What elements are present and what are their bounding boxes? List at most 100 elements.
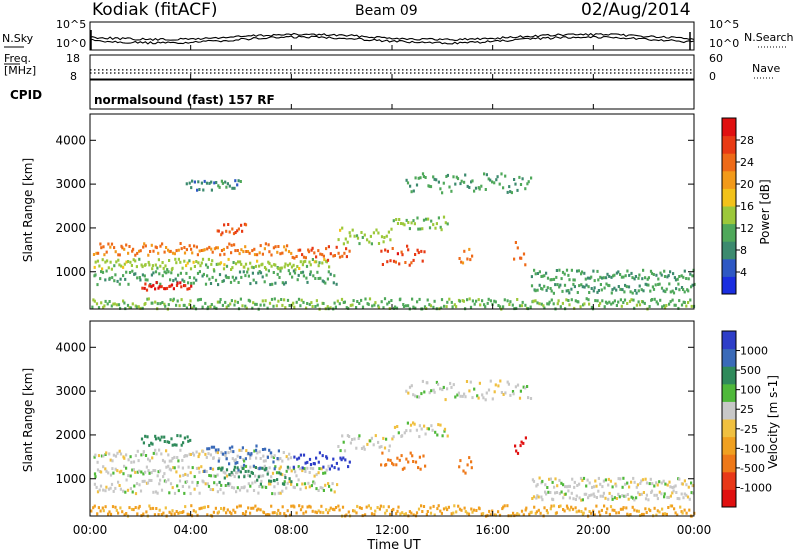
- velocity-heatmap-cell: [213, 481, 216, 485]
- power-heatmap-cell: [663, 304, 666, 308]
- power-heatmap-cell: [183, 246, 186, 249]
- velocity-heatmap-cell: [653, 484, 656, 488]
- power-ylabel: Slant Range [km]: [21, 157, 35, 263]
- velocity-heatmap-cell: [96, 460, 99, 464]
- power-heatmap-cell: [414, 176, 417, 180]
- velocity-heatmap-cell: [367, 504, 370, 508]
- power-heatmap-cell: [287, 250, 291, 254]
- velocity-heatmap-cell: [571, 507, 575, 511]
- power-heatmap-cell: [234, 249, 237, 253]
- power-heatmap-cell: [642, 268, 645, 272]
- velocity-heatmap-cell: [220, 468, 223, 472]
- velocity-heatmap-cell: [555, 491, 559, 494]
- power-heatmap-cell: [242, 250, 245, 254]
- velocity-heatmap-cell: [214, 448, 217, 452]
- power-heatmap-cell: [225, 229, 228, 233]
- velocity-heatmap-cell: [306, 460, 309, 464]
- power-heatmap-cell: [305, 264, 309, 268]
- velocity-heatmap-cell: [619, 477, 622, 481]
- freq-tick-bottom: 8: [70, 70, 77, 83]
- power-heatmap-cell: [435, 178, 438, 182]
- power-heatmap-cell: [495, 178, 498, 182]
- velocity-heatmap-cell: [240, 465, 243, 469]
- power-heatmap-cell: [329, 272, 332, 276]
- velocity-heatmap-cell: [172, 466, 175, 470]
- power-heatmap-cell: [290, 303, 294, 307]
- velocity-heatmap-cell: [666, 495, 669, 499]
- velocity-heatmap-cell: [318, 467, 321, 471]
- velocity-heatmap-cell: [470, 460, 473, 464]
- power-heatmap-cell: [175, 249, 178, 253]
- velocity-heatmap-cell: [187, 465, 190, 469]
- power-heatmap-cell: [192, 281, 195, 285]
- power-heatmap-cell: [263, 266, 267, 269]
- power-heatmap-cell: [105, 269, 108, 273]
- velocity-heatmap-cell: [649, 509, 652, 513]
- velocity-heatmap-cell: [647, 507, 651, 511]
- power-heatmap-cell: [668, 302, 671, 306]
- velocity-heatmap-cell: [102, 488, 105, 492]
- power-heatmap-cell: [604, 300, 608, 304]
- power-heatmap-cell: [225, 185, 228, 189]
- velocity-heatmap-cell: [125, 453, 128, 457]
- velocity-heatmap-cell: [333, 466, 336, 470]
- velocity-heatmap-cell: [152, 490, 155, 494]
- power-heatmap-cell: [460, 260, 463, 264]
- power-heatmap-cell: [444, 221, 447, 225]
- power-heatmap-cell: [445, 305, 448, 309]
- velocity-heatmap-cell: [422, 505, 426, 508]
- velocity-heatmap-cell: [261, 466, 264, 470]
- power-heatmap-cell: [586, 276, 590, 280]
- power-heatmap-cell: [646, 283, 649, 287]
- velocity-heatmap-cell: [126, 488, 130, 492]
- velocity-heatmap-cell: [599, 513, 602, 517]
- velocity-heatmap-cell: [404, 512, 407, 516]
- velocity-heatmap-cell: [432, 504, 435, 508]
- velocity-heatmap-cell: [450, 385, 453, 389]
- velocity-heatmap-cell: [283, 512, 286, 516]
- velocity-heatmap-cell: [176, 434, 179, 438]
- power-heatmap-cell: [541, 274, 544, 278]
- power-heatmap-cell: [509, 300, 512, 304]
- power-heatmap-cell: [106, 259, 109, 263]
- velocity-heatmap-cell: [401, 434, 404, 438]
- velocity-heatmap-cell: [653, 506, 656, 510]
- power-heatmap-cell: [322, 254, 325, 258]
- power-heatmap-cell: [202, 248, 205, 252]
- velocity-heatmap-cell: [238, 488, 242, 492]
- velocity-heatmap-cell: [512, 511, 515, 515]
- power-heatmap-cell: [219, 298, 222, 301]
- power-heatmap-cell: [380, 249, 383, 253]
- power-heatmap-cell: [570, 287, 573, 291]
- station-title: Kodiak (fitACF): [92, 0, 218, 20]
- velocity-heatmap-cell: [125, 466, 128, 470]
- power-heatmap-cell: [338, 302, 341, 306]
- power-heatmap-cell: [474, 186, 478, 190]
- power-heatmap-cell: [174, 277, 177, 281]
- power-heatmap-cell: [416, 216, 419, 220]
- velocity-heatmap-cell: [516, 512, 519, 516]
- velocity-heatmap-cell: [418, 435, 421, 439]
- velocity-heatmap-cell: [93, 482, 96, 486]
- velocity-heatmap-cell: [244, 457, 247, 461]
- velocity-heatmap-cell: [157, 436, 160, 440]
- power-heatmap-cell: [165, 286, 169, 290]
- velocity-heatmap-cell: [188, 452, 191, 456]
- velocity-heatmap-cell: [676, 497, 679, 500]
- power-heatmap-cell: [313, 251, 316, 255]
- power-heatmap-cell: [159, 302, 162, 306]
- velocity-heatmap-cell: [203, 470, 206, 473]
- power-heatmap-cell: [642, 289, 645, 293]
- velocity-heatmap-cell: [360, 447, 364, 450]
- velocity-heatmap-cell: [265, 466, 268, 470]
- power-heatmap-cell: [530, 284, 534, 288]
- velocity-heatmap-cell: [677, 477, 680, 481]
- velocity-heatmap-cell: [581, 498, 584, 502]
- velocity-heatmap-cell: [455, 510, 458, 514]
- velocity-heatmap-cell: [176, 484, 179, 488]
- velocity-heatmap-cell: [281, 482, 285, 486]
- velocity-heatmap-cell: [302, 453, 306, 457]
- velocity-heatmap-cell: [621, 507, 624, 511]
- power-heatmap-cell: [149, 250, 152, 253]
- power-heatmap-cell: [668, 282, 671, 286]
